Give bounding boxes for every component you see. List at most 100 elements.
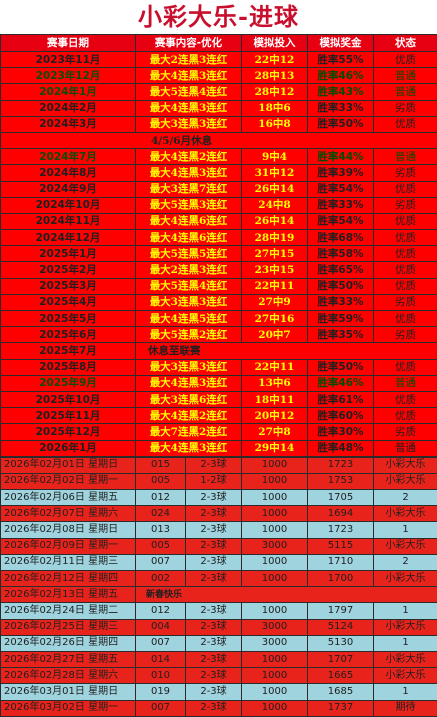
bet-cell[interactable]: 2-3球 (186, 603, 242, 619)
rate-cell[interactable]: 胜率54% (308, 213, 374, 229)
period-cell[interactable]: 2025年11月 (1, 408, 136, 424)
stake-cell[interactable]: 9中4 (242, 149, 308, 165)
status-cell[interactable]: 劣质 (374, 197, 437, 213)
stake-cell[interactable]: 18中6 (242, 100, 308, 116)
stake-cell[interactable]: 1000 (242, 506, 308, 522)
match-number-cell[interactable]: 010 (136, 668, 186, 684)
period-cell[interactable]: 2024年3月 (1, 116, 136, 132)
stake-cell[interactable]: 3000 (242, 635, 308, 651)
rate-cell[interactable]: 胜率50% (308, 359, 374, 375)
status-cell[interactable]: 优质 (374, 181, 437, 197)
bet-cell[interactable]: 2-3球 (186, 668, 242, 684)
result-cell[interactable]: 小彩大乐 (374, 538, 437, 554)
content-cell[interactable]: 最大4连黑3连红 (136, 440, 242, 456)
stake-cell[interactable]: 27中16 (242, 311, 308, 327)
stake-cell[interactable]: 28中19 (242, 230, 308, 246)
status-cell[interactable]: 优质 (374, 52, 437, 68)
bet-cell[interactable]: 2-3球 (186, 700, 242, 716)
content-cell[interactable]: 最大3连黑3连红 (136, 116, 242, 132)
status-cell[interactable]: 普通 (374, 440, 437, 456)
status-cell[interactable]: 普通 (374, 375, 437, 391)
status-cell[interactable]: 劣质 (374, 327, 437, 343)
bet-cell[interactable]: 2-3球 (186, 506, 242, 522)
rate-cell[interactable]: 胜率55% (308, 52, 374, 68)
result-cell[interactable]: 期待 (374, 700, 437, 716)
match-number-cell[interactable]: 024 (136, 506, 186, 522)
status-cell[interactable]: 优质 (374, 213, 437, 229)
stake-cell[interactable]: 28中12 (242, 84, 308, 100)
stake-cell[interactable]: 1000 (242, 473, 308, 489)
content-cell[interactable]: 最大5连黑4连红 (136, 84, 242, 100)
result-cell[interactable]: 小彩大乐 (374, 473, 437, 489)
status-cell[interactable]: 劣质 (374, 294, 437, 310)
period-cell[interactable]: 2025年5月 (1, 311, 136, 327)
rate-cell[interactable]: 胜率46% (308, 68, 374, 84)
rate-cell[interactable]: 胜率35% (308, 327, 374, 343)
bet-cell[interactable]: 2-3球 (186, 538, 242, 554)
amount-cell[interactable]: 1797 (308, 603, 374, 619)
amount-cell[interactable]: 1723 (308, 522, 374, 538)
status-cell[interactable]: 劣质 (374, 424, 437, 440)
match-number-cell[interactable]: 015 (136, 457, 186, 473)
date-cell[interactable]: 2026年02月11日 星期三 (1, 554, 136, 570)
amount-cell[interactable]: 1723 (308, 457, 374, 473)
status-cell[interactable]: 优质 (374, 116, 437, 132)
bet-cell[interactable]: 2-3球 (186, 571, 242, 587)
stake-cell[interactable]: 29中14 (242, 440, 308, 456)
period-cell[interactable]: 2024年1月 (1, 84, 136, 100)
period-cell[interactable]: 2025年8月 (1, 359, 136, 375)
period-cell[interactable]: 2024年11月 (1, 213, 136, 229)
status-cell[interactable]: 优质 (374, 278, 437, 294)
status-cell[interactable]: 优质 (374, 230, 437, 246)
amount-cell[interactable]: 1710 (308, 554, 374, 570)
match-number-cell[interactable]: 002 (136, 571, 186, 587)
content-cell[interactable]: 最大3连黑6连红 (136, 391, 242, 407)
match-number-cell[interactable]: 005 (136, 538, 186, 554)
amount-cell[interactable]: 1665 (308, 668, 374, 684)
date-cell[interactable]: 2026年02月09日 星期一 (1, 538, 136, 554)
content-cell[interactable]: 最大5连黑2连红 (136, 327, 242, 343)
match-number-cell[interactable]: 012 (136, 603, 186, 619)
status-cell[interactable]: 优质 (374, 391, 437, 407)
period-cell[interactable]: 2025年7月 (1, 343, 136, 359)
bet-cell[interactable]: 2-3球 (186, 554, 242, 570)
period-cell[interactable]: 2024年7月 (1, 149, 136, 165)
status-cell[interactable]: 优质 (374, 311, 437, 327)
match-number-cell[interactable]: 007 (136, 554, 186, 570)
match-number-cell[interactable]: 014 (136, 651, 186, 667)
content-cell[interactable]: 最大3连黑3连红 (136, 294, 242, 310)
rate-cell[interactable]: 胜率59% (308, 311, 374, 327)
stake-cell[interactable]: 27中9 (242, 294, 308, 310)
header-prize[interactable]: 模拟奖金 (308, 35, 374, 52)
stake-cell[interactable]: 18中11 (242, 391, 308, 407)
status-cell[interactable]: 普通 (374, 149, 437, 165)
bet-cell[interactable]: 2-3球 (186, 635, 242, 651)
rate-cell[interactable]: 胜率65% (308, 262, 374, 278)
rate-cell[interactable]: 胜率68% (308, 230, 374, 246)
stake-cell[interactable]: 28中13 (242, 68, 308, 84)
date-cell[interactable]: 2026年03月01日 星期日 (1, 684, 136, 700)
notice-cell[interactable]: 4/5/6月休息 (1, 132, 437, 148)
period-cell[interactable]: 2023年12月 (1, 68, 136, 84)
period-cell[interactable]: 2024年12月 (1, 230, 136, 246)
amount-cell[interactable]: 1700 (308, 571, 374, 587)
result-cell[interactable]: 2 (374, 490, 437, 506)
rate-cell[interactable]: 胜率50% (308, 116, 374, 132)
status-cell[interactable]: 劣质 (374, 165, 437, 181)
result-cell[interactable]: 小彩大乐 (374, 619, 437, 635)
content-cell[interactable]: 最大4连黑2连红 (136, 408, 242, 424)
rate-cell[interactable]: 胜率50% (308, 278, 374, 294)
header-stake[interactable]: 模拟投入 (242, 35, 308, 52)
status-cell[interactable]: 优质 (374, 408, 437, 424)
stake-cell[interactable]: 27中8 (242, 424, 308, 440)
stake-cell[interactable]: 13中6 (242, 375, 308, 391)
amount-cell[interactable]: 1685 (308, 684, 374, 700)
amount-cell[interactable]: 1737 (308, 700, 374, 716)
content-cell[interactable]: 最大3连黑3连红 (136, 359, 242, 375)
period-cell[interactable]: 2024年9月 (1, 181, 136, 197)
period-cell[interactable]: 2025年12月 (1, 424, 136, 440)
stake-cell[interactable]: 1000 (242, 490, 308, 506)
match-number-cell[interactable]: 019 (136, 684, 186, 700)
result-cell[interactable]: 1 (374, 684, 437, 700)
status-cell[interactable]: 普通 (374, 68, 437, 84)
